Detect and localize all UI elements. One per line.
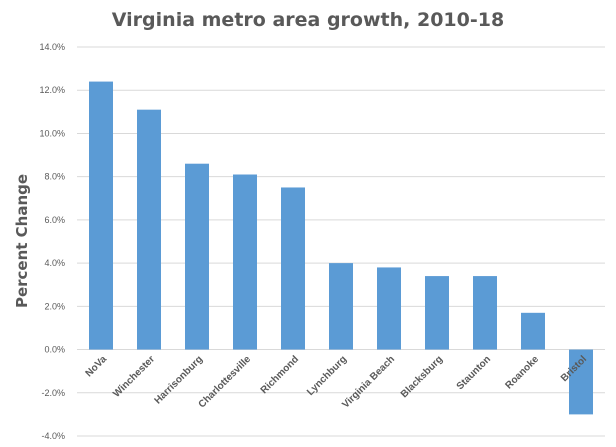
y-tick-label: 4.0% <box>44 258 65 268</box>
y-tick-label: 6.0% <box>44 215 65 225</box>
x-axis-ticks: NoVa WinchesterHarrisonburgCharlottesvill… <box>84 354 590 411</box>
x-tick-label: Harrisonburg <box>153 354 206 407</box>
y-tick-label: 0.0% <box>44 345 65 355</box>
y-axis-label: Percent Change <box>13 174 31 308</box>
bar-harrisonburg <box>185 163 209 350</box>
x-tick-label: Lynchburg <box>305 354 349 398</box>
y-tick-label: 12.0% <box>39 85 65 95</box>
x-tick-label: Richmond <box>259 354 301 396</box>
bar-richmond <box>281 187 305 350</box>
y-tick-label: 10.0% <box>39 128 65 138</box>
bar-blacksburg <box>425 276 449 350</box>
y-tick-label: -2.0% <box>41 388 65 398</box>
y-tick-label: 14.0% <box>39 42 65 52</box>
y-axis-ticks: 14.0% 12.0% 10.0% 8.0% 6.0% 4.0% 2.0% 0.0% -2.0%… <box>39 42 65 441</box>
y-tick-label: 2.0% <box>44 301 65 311</box>
y-tick-label: 8.0% <box>44 172 65 182</box>
bar-lynchburg <box>329 263 353 350</box>
y-tick-label: -4.0% <box>41 431 65 441</box>
bar-staunton <box>473 276 497 350</box>
chart-title: Virginia metro area growth, 2010-18 <box>112 9 504 31</box>
bar-charlottesville <box>233 174 257 350</box>
bar-bristol <box>569 349 593 415</box>
x-tick-label: Roanoke <box>503 354 541 392</box>
x-tick-label: Charlottesville <box>197 354 254 411</box>
bar-roanoke <box>521 312 545 350</box>
bars <box>89 81 593 415</box>
x-tick-label: Virginia Beach <box>340 354 397 411</box>
x-tick-label: NoVa <box>84 354 110 380</box>
bar-nova <box>89 81 113 350</box>
bar-winchester <box>137 109 161 350</box>
bar-virginia-beach <box>377 267 401 350</box>
x-tick-label: Staunton <box>455 354 493 392</box>
